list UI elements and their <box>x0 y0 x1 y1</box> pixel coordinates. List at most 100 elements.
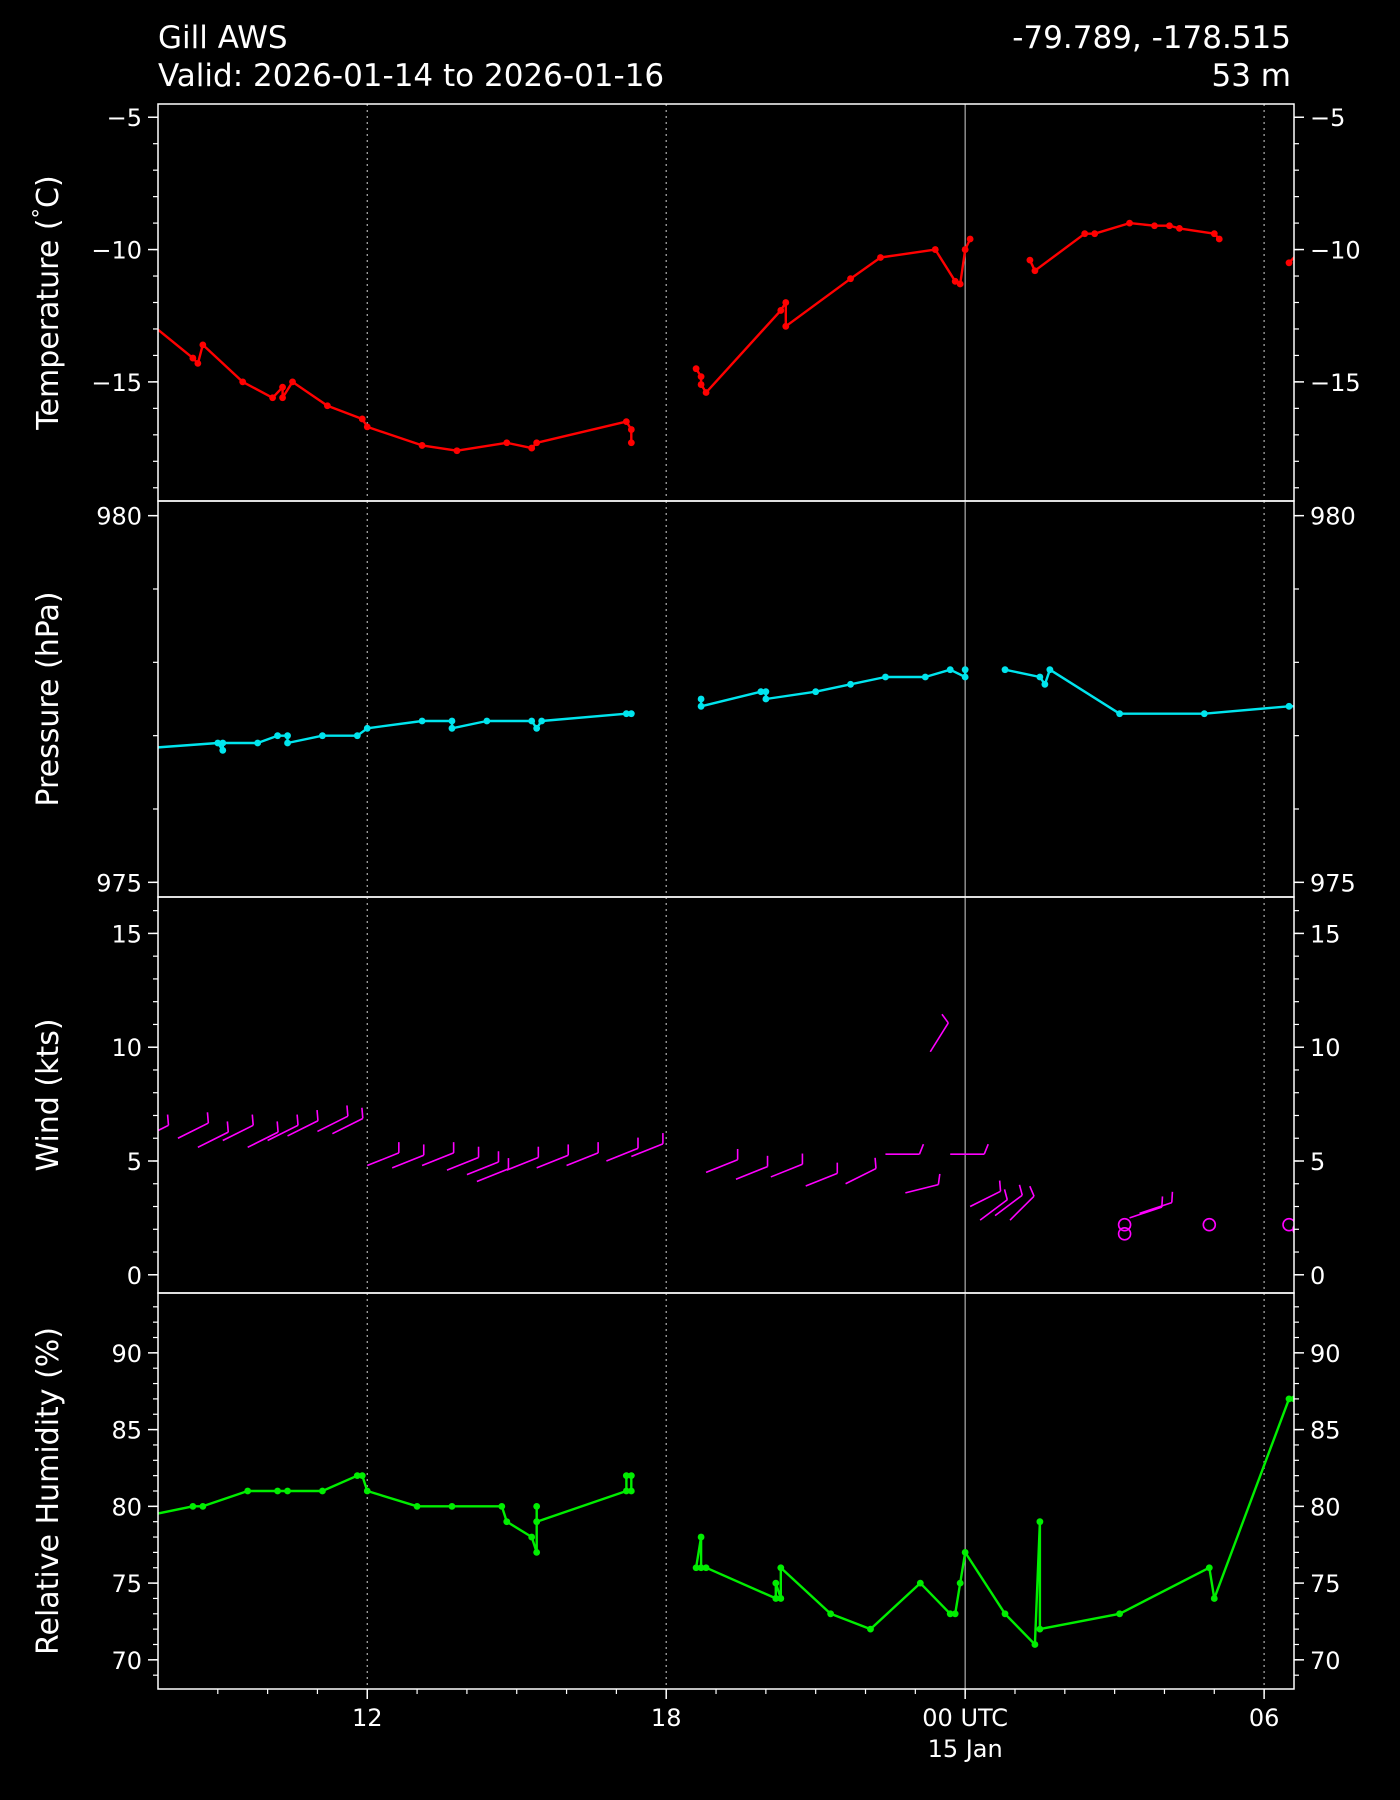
humidity-point <box>1036 1518 1044 1526</box>
wind-barb-flag <box>1171 1191 1174 1203</box>
wind-barb-flag <box>316 1109 319 1121</box>
pressure-point <box>353 732 361 740</box>
temperature-point <box>324 402 331 410</box>
wind-barb-shaft <box>1009 1195 1035 1221</box>
pressure-point <box>697 695 705 703</box>
humidity-point <box>867 1625 874 1633</box>
wind-barb <box>885 1143 925 1155</box>
temperature-point <box>358 415 366 423</box>
pressure-point <box>757 688 765 696</box>
station-coordinates: -79.789, -178.515 <box>1012 20 1291 56</box>
temperature-point <box>702 389 710 396</box>
panel-humidity: 70 70 75 75 80 80 85 85 90 90 Relative Humidity (%… <box>31 1292 1341 1690</box>
pressure-point <box>219 739 227 747</box>
temperature-point <box>194 359 202 367</box>
humidity-point <box>1210 1595 1218 1602</box>
y-tick-label-right: −10 <box>1310 237 1361 265</box>
y-tick-label-left: 0 <box>127 1262 142 1290</box>
temperature-point <box>1081 230 1089 238</box>
wind-barb-shaft <box>770 1163 803 1178</box>
pressure-point <box>528 717 536 725</box>
y-tick-label-left: 75 <box>111 1570 142 1598</box>
y-tick-label-left: 15 <box>111 920 142 948</box>
pressure-point <box>115 747 122 754</box>
wind-barb-shaft <box>705 1159 738 1174</box>
wind-barb <box>994 1184 1024 1217</box>
temperature-point <box>269 394 276 402</box>
humidity-point <box>777 1595 785 1602</box>
y-tick-label-right: 10 <box>1310 1034 1341 1062</box>
wind-barb <box>391 1144 425 1169</box>
temperature-point <box>777 307 785 314</box>
temperature-point <box>1151 222 1158 230</box>
temperature-line-segment <box>158 328 633 452</box>
wind-barb-shaft <box>446 1156 479 1171</box>
pressure-point <box>219 746 227 754</box>
wind-barb-shaft <box>929 1022 949 1053</box>
y-axis-label: Temperature (°C) <box>29 175 66 430</box>
wind-barb-shaft <box>566 1152 599 1167</box>
y-axis-label: Wind (kts) <box>31 1018 66 1171</box>
temperature-point <box>931 246 939 253</box>
y-tick-label-left: 85 <box>111 1417 142 1445</box>
temperature-point <box>279 394 286 402</box>
wind-barb-flag <box>983 1143 989 1155</box>
wind-barb-flag <box>166 1114 170 1126</box>
pressure-point <box>284 739 291 747</box>
temperature-point <box>1026 256 1034 264</box>
pressure-point <box>1200 710 1208 718</box>
humidity-point <box>702 1564 710 1572</box>
pressure-point <box>627 710 635 718</box>
temperature-point <box>1215 235 1223 243</box>
wind-barb-shaft <box>177 1122 209 1139</box>
wind-barb-shaft <box>247 1131 279 1149</box>
y-tick-label-left: 70 <box>111 1647 142 1675</box>
wind-barb-flag <box>206 1112 210 1124</box>
wind-barb-shaft <box>1139 1201 1173 1215</box>
calm-wind-circle <box>1292 1224 1294 1234</box>
wind-barb-flag <box>361 1107 364 1119</box>
wind-barb-shaft <box>506 1156 539 1171</box>
y-tick-label-right: 980 <box>1310 503 1356 531</box>
pressure-point <box>319 732 326 740</box>
y-tick-label-left: 90 <box>111 1340 142 1368</box>
wind-barb <box>770 1153 804 1178</box>
wind-barb <box>705 1148 739 1174</box>
temperature-point <box>1126 219 1133 227</box>
wind-barb <box>566 1142 599 1167</box>
pressure-data <box>115 666 1303 754</box>
temperature-point <box>956 280 964 288</box>
calm-wind-circle <box>1117 1227 1132 1241</box>
wind-barb <box>805 1162 839 1187</box>
x-tick-label: 18 <box>651 1704 682 1732</box>
calm-wind-circle <box>1202 1217 1217 1232</box>
temperature-point <box>533 439 541 447</box>
pressure-point <box>946 666 954 674</box>
wind-barb-shaft <box>1129 1206 1163 1219</box>
humidity-point <box>1285 1395 1293 1403</box>
wind-barb <box>979 1189 1009 1221</box>
wind-barb-shaft <box>391 1154 425 1169</box>
pressure-point <box>1116 710 1124 718</box>
pressure-point <box>1296 703 1303 710</box>
pressure-point <box>921 673 929 681</box>
panel-wind: 0 0 5 5 10 10 15 15 Wind (kts) <box>31 896 1341 1294</box>
panel-pressure: 980 980 975 975 Pressure (hPa) <box>31 500 1356 898</box>
pressure-point <box>214 739 222 747</box>
wind-barb-shaft <box>332 1117 364 1135</box>
panel-frame <box>157 103 1295 502</box>
wind-barb-flag <box>918 1143 925 1155</box>
humidity-point <box>1205 1564 1213 1572</box>
y-tick-label-right: 0 <box>1310 1262 1325 1290</box>
temperature-point <box>622 418 630 425</box>
x-tick-label: 12 <box>352 1704 383 1732</box>
wind-barb <box>929 1013 949 1053</box>
wind-barb <box>845 1157 877 1185</box>
temperature-point <box>1285 259 1293 267</box>
wind-barb <box>287 1109 319 1137</box>
y-tick-label-left: −10 <box>91 237 142 265</box>
pressure-point <box>1041 680 1049 688</box>
wind-barb-flag <box>296 1114 299 1126</box>
station-elevation: 53 m <box>1211 58 1292 94</box>
pressure-point <box>1046 666 1054 674</box>
